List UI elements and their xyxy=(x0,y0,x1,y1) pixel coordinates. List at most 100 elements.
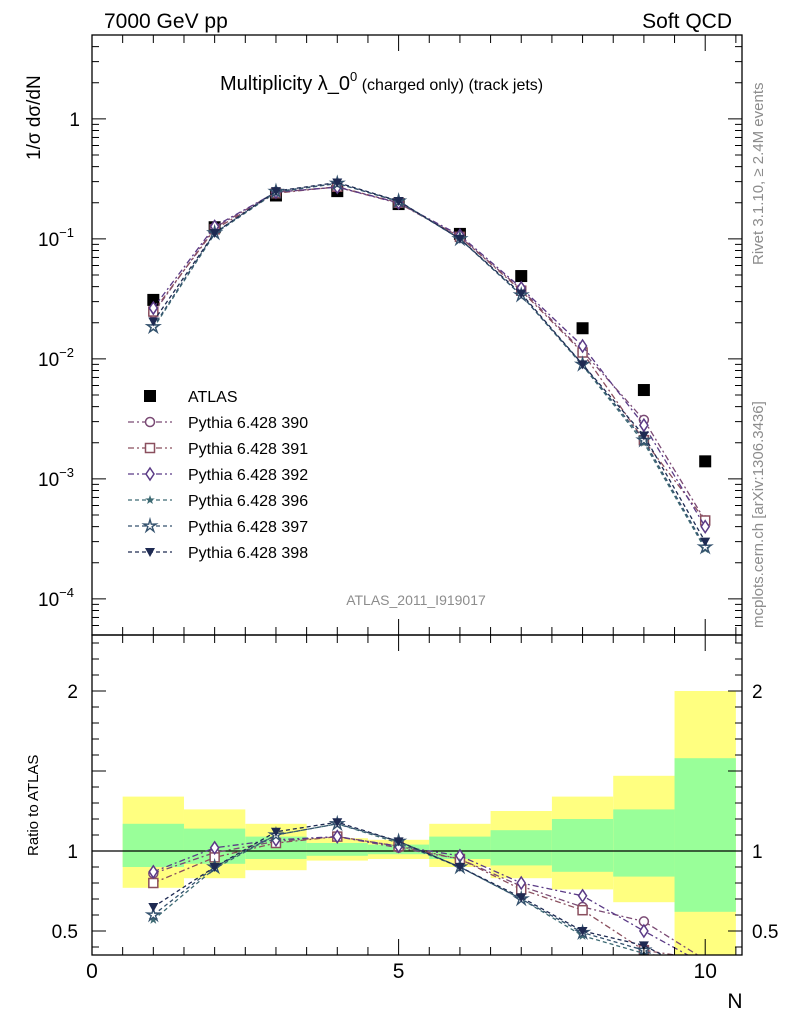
data-marker xyxy=(147,293,160,306)
x-tick-label: 0 xyxy=(86,960,98,983)
tick-base: 10 xyxy=(38,230,59,251)
data-marker xyxy=(393,196,404,206)
data-marker xyxy=(141,516,159,534)
ratio-line xyxy=(152,823,656,955)
data-marker xyxy=(516,875,527,891)
legend-label: Pythia 6.428 391 xyxy=(188,441,308,458)
axes: 110−110−210−310−40.5 0.51 12 20 5 10 xyxy=(38,34,778,983)
legend-item-3: Pythia 6.428 392 xyxy=(128,466,308,484)
data-marker xyxy=(576,322,589,335)
legend-item-2: Pythia 6.428 391 xyxy=(128,441,308,458)
ratio-series-6 xyxy=(148,818,664,955)
series-line xyxy=(152,181,706,542)
data-marker xyxy=(577,904,588,916)
data-marker xyxy=(332,818,343,828)
data-marker xyxy=(699,455,712,468)
series-line xyxy=(152,182,706,550)
green-band xyxy=(306,843,368,856)
green-band xyxy=(551,819,614,872)
legend-item-5: Pythia 6.428 397 xyxy=(128,516,308,536)
ratio-error-bands xyxy=(122,691,736,955)
green-band xyxy=(490,830,552,866)
ratio-line xyxy=(153,835,699,955)
data-marker xyxy=(638,923,649,939)
ratio-y-tick-label-right: 0.5 xyxy=(752,922,778,943)
ratio-y-tick-label: 0.5 xyxy=(52,922,78,943)
data-marker xyxy=(516,893,527,903)
data-marker xyxy=(209,863,220,872)
data-marker xyxy=(148,864,159,880)
data-marker xyxy=(148,300,159,316)
tick-exponent: −3 xyxy=(59,465,74,480)
tick-base: 10 xyxy=(38,470,59,491)
side-label-rivet: Rivet 3.1.10, ≥ 2.4M events xyxy=(750,83,767,266)
header-right: Soft QCD xyxy=(642,10,732,33)
data-marker xyxy=(637,384,650,397)
side-label-mcplots: mcplots.cern.ch [arXiv:1306.3436] xyxy=(750,401,767,628)
main-y-tick-label: 1 xyxy=(69,110,80,131)
ratio-panel xyxy=(92,814,742,955)
x-tick-label: 5 xyxy=(393,960,405,983)
data-marker xyxy=(145,495,155,505)
data-marker xyxy=(454,863,465,872)
ratio-y-axis-label: Ratio to ATLAS xyxy=(25,755,42,856)
data-marker xyxy=(145,466,155,482)
plot-title: Multiplicity λ_00 (charged only) (track … xyxy=(220,69,543,95)
data-marker xyxy=(700,537,711,547)
ratio-line xyxy=(152,823,650,955)
tick-exponent: −4 xyxy=(59,585,74,600)
data-marker xyxy=(144,905,162,923)
ratio-line xyxy=(153,835,679,955)
data-marker xyxy=(454,234,465,244)
ratio-line xyxy=(152,821,664,955)
ratio-y-tick-label-right: 1 xyxy=(752,842,763,863)
data-marker xyxy=(209,228,220,238)
tick-exponent: −1 xyxy=(59,225,74,240)
legend-label: Pythia 6.428 396 xyxy=(188,493,308,510)
legend-label: Pythia 6.428 398 xyxy=(188,545,308,562)
ratio-frame xyxy=(91,634,743,956)
ratio-y-tick-label: 1 xyxy=(67,842,78,863)
main-panel xyxy=(144,174,714,555)
series-line xyxy=(152,182,706,548)
x-axis-label: N xyxy=(727,990,742,1013)
tick-exponent: −2 xyxy=(59,345,74,360)
data-marker xyxy=(209,840,220,856)
data-marker xyxy=(516,289,527,299)
series-line xyxy=(152,186,706,521)
legend-label: Pythia 6.428 390 xyxy=(188,415,308,432)
plot-title-sup: 0 xyxy=(350,69,357,84)
legend-label: ATLAS xyxy=(188,389,238,406)
data-marker xyxy=(148,914,159,924)
ratio-line xyxy=(153,835,690,955)
data-marker xyxy=(145,548,155,557)
data-marker xyxy=(638,431,649,441)
legend-item-4: Pythia 6.428 396 xyxy=(128,493,308,510)
main-y-tick-label: 10−1 xyxy=(38,225,74,251)
plot-title-tail: (charged only) (track jets) xyxy=(357,77,543,94)
green-band xyxy=(613,809,675,877)
data-marker xyxy=(332,829,343,844)
green-band xyxy=(674,758,736,912)
data-marker xyxy=(148,317,159,327)
green-band xyxy=(122,823,184,867)
series-line xyxy=(152,186,706,527)
data-marker xyxy=(144,416,156,428)
main-y-tick-label: 10−2 xyxy=(38,345,74,371)
data-marker xyxy=(515,270,528,283)
legend: ATLAS Pythia 6.428 390 Pythia 6.428 391 Pyt… xyxy=(128,389,308,562)
data-marker xyxy=(577,360,588,370)
legend-label: Pythia 6.428 392 xyxy=(188,467,308,484)
ratio-y-tick-label: 2 xyxy=(67,682,78,703)
data-marker xyxy=(144,390,156,402)
data-marker xyxy=(393,837,404,847)
main-y-tick-label: 10−3 xyxy=(38,465,74,491)
plot-title-main: Multiplicity λ_0 xyxy=(220,73,350,95)
legend-item-6: Pythia 6.428 398 xyxy=(128,545,308,562)
x-tick-label: 10 xyxy=(694,960,717,983)
main-y-axis-label: 1/σ dσ/dN xyxy=(24,75,45,160)
data-marker xyxy=(577,338,588,354)
data-marker xyxy=(700,519,711,534)
legend-label: Pythia 6.428 397 xyxy=(188,519,308,536)
